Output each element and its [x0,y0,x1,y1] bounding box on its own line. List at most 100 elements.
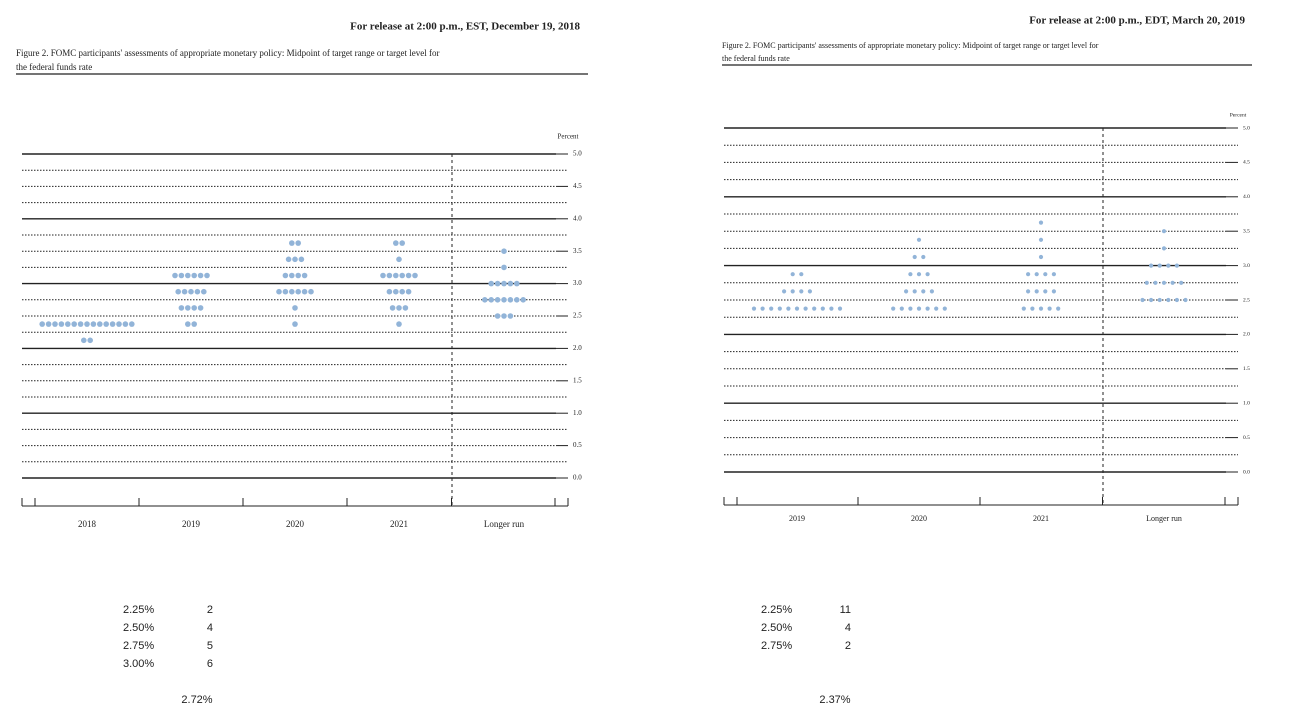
y-tick-label: 2.0 [573,344,582,352]
table-label: 2.50% [761,622,792,634]
y-tick-label: 5.0 [573,150,582,158]
dot [39,321,45,327]
y-tick-label: 0.0 [1243,469,1250,475]
dot [116,321,122,327]
dot [191,305,197,311]
x-tick-label: 2020 [286,519,305,529]
dot [393,240,399,246]
dot [799,289,804,294]
dot [1174,297,1179,303]
dot [1157,297,1162,303]
table-label: 2.75% [123,640,154,652]
dot [87,337,93,344]
y-tick-label: 4.0 [1243,194,1250,200]
dot [1166,263,1171,268]
dot [494,313,501,319]
dot [399,288,406,295]
dot [1026,272,1031,277]
dot [1170,280,1175,285]
y-tick-label: 4.5 [1243,160,1250,166]
dot [197,305,204,311]
dot [807,289,813,294]
dot [501,313,507,319]
dot [520,297,526,303]
table-summary: 2.37% [819,694,850,706]
y-tick-label: 3.5 [573,247,582,255]
dot [295,272,302,279]
y-tick-label: 4.0 [573,214,582,222]
dot [1161,229,1167,234]
y-tick-label: 3.5 [1243,228,1250,234]
dot [1030,306,1035,311]
table-label: 3.00% [123,658,154,670]
dot [289,288,295,295]
dot [1153,280,1158,285]
dot [908,306,913,311]
dot [172,272,178,279]
y-tick-label: 1.0 [573,409,582,417]
table-count: 6 [207,658,213,670]
dot [916,272,922,277]
dot [488,297,495,303]
dot [181,288,188,295]
dot [103,321,109,327]
dot [393,288,399,295]
dot [185,305,191,311]
dot [777,306,782,311]
dot [301,288,308,295]
dot [1043,289,1048,294]
dot [1174,263,1179,268]
table-count: 11 [840,604,851,616]
table-label: 2.25% [761,604,792,616]
dot [837,306,843,311]
dot [1144,280,1149,285]
dot [1038,237,1044,242]
dot [1038,254,1044,260]
dot [295,240,302,246]
dot [393,272,399,279]
dot [751,306,757,311]
dot [289,272,295,279]
y-tick-label: 5.0 [1243,125,1250,131]
y-tick-label: 2.0 [1243,332,1250,338]
y-tick-label: 4.5 [573,182,582,190]
dot [942,306,947,311]
table-label: 2.50% [123,622,154,634]
dot [81,337,87,344]
dot [790,289,795,294]
dot [90,321,97,327]
release-header: For release at 2:00 p.m., EST, December … [350,21,580,33]
dot [396,256,402,263]
y-tick-label: 3.0 [1243,263,1250,269]
y-tick-label: 0.5 [1243,435,1250,441]
dot [194,288,201,295]
x-tick-label: Longer run [484,519,525,529]
dot [396,305,402,311]
dot [295,288,302,295]
dot [1140,297,1145,303]
dot [201,288,207,295]
dot [908,272,913,277]
dot [109,321,116,327]
dot [507,313,514,319]
table-count: 4 [207,622,213,634]
dot [1021,306,1026,311]
dot [412,272,418,279]
dot [921,254,926,260]
dot [1056,306,1061,311]
dot [188,288,194,295]
x-tick-label: 2019 [789,514,805,523]
dot [501,248,507,254]
x-tick-label: 2021 [390,519,408,529]
dot [925,272,930,277]
dot [178,272,185,279]
dot [1034,289,1039,294]
dot [1038,306,1044,311]
dot [1149,297,1154,303]
dot [829,306,834,311]
dot [501,297,507,303]
x-tick-label: 2018 [78,519,97,529]
dot [1149,263,1154,268]
dot [292,256,298,263]
dot [899,306,904,311]
